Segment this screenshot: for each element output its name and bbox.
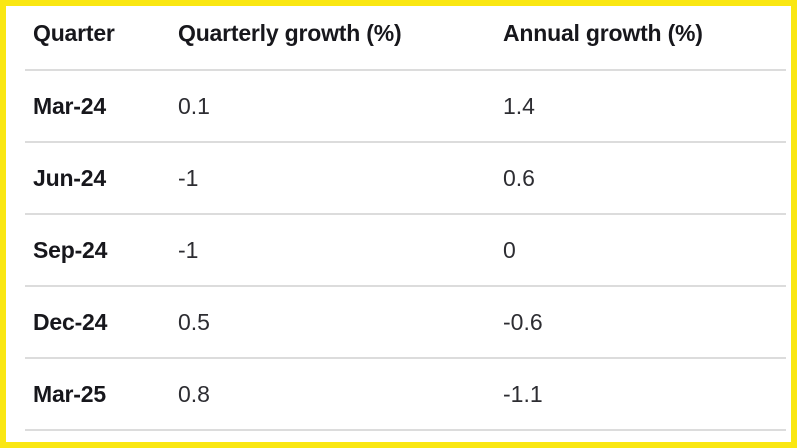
table-row: Jun-24 -1 0.6: [25, 142, 786, 215]
column-header-quarter: Quarter: [25, 6, 170, 71]
cell-quarterly-growth: -1: [170, 214, 495, 287]
cell-annual-growth: -0.6: [495, 286, 786, 359]
cell-quarterly-growth: -1: [170, 142, 495, 215]
cell-annual-growth: 1.4: [495, 70, 786, 143]
row-header-quarter: Dec-24: [25, 286, 170, 359]
header-row: Quarter Quarterly growth (%) Annual grow…: [25, 6, 786, 71]
cell-quarterly-growth: 0.5: [170, 286, 495, 359]
table-row: Mar-25 0.8 -1.1: [25, 358, 786, 431]
growth-table: Quarter Quarterly growth (%) Annual grow…: [25, 6, 786, 431]
column-header-quarterly-growth: Quarterly growth (%): [170, 6, 495, 71]
cell-quarterly-growth: 0.8: [170, 358, 495, 431]
cell-annual-growth: -1.1: [495, 358, 786, 431]
table-row: Mar-24 0.1 1.4: [25, 70, 786, 143]
cell-quarterly-growth: 0.1: [170, 70, 495, 143]
cell-annual-growth: 0.6: [495, 142, 786, 215]
cell-annual-growth: 0: [495, 214, 786, 287]
row-header-quarter: Mar-24: [25, 70, 170, 143]
row-header-quarter: Sep-24: [25, 214, 170, 287]
row-header-quarter: Jun-24: [25, 142, 170, 215]
row-header-quarter: Mar-25: [25, 358, 170, 431]
table-row: Dec-24 0.5 -0.6: [25, 286, 786, 359]
column-header-annual-growth: Annual growth (%): [495, 6, 786, 71]
table-row: Sep-24 -1 0: [25, 214, 786, 287]
